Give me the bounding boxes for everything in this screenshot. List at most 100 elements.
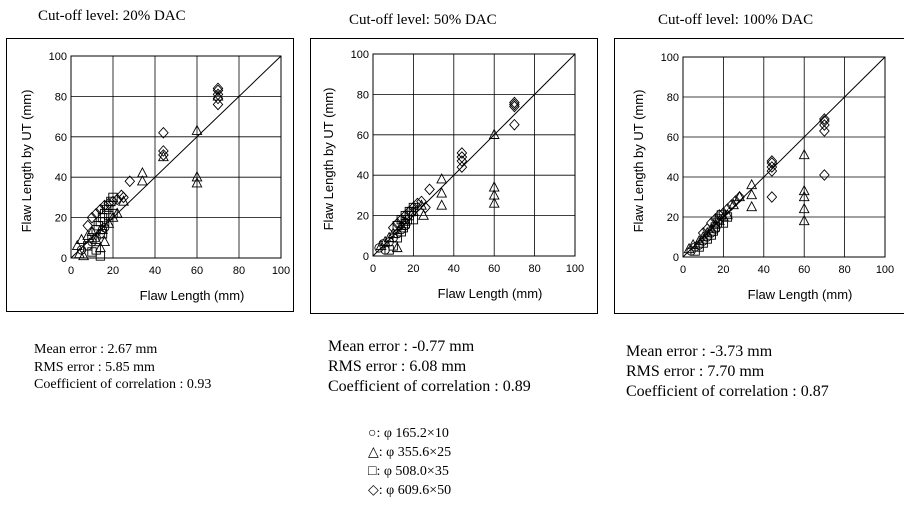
chart-2-y-tick-label: 20 bbox=[357, 211, 369, 223]
chart-1-point-diamond bbox=[99, 199, 110, 212]
chart-1-point-diamond bbox=[158, 126, 169, 139]
chart-3-point-diamond bbox=[722, 203, 733, 215]
chart-1-x-tick-label: 0 bbox=[68, 265, 74, 277]
chart-1-point-triangle bbox=[191, 171, 203, 182]
chart-1-rms-error: RMS error : 5.85 mm bbox=[34, 359, 155, 375]
chart-3-reference-line bbox=[682, 56, 886, 258]
chart-3-rms-error: RMS error : 7.70 mm bbox=[626, 363, 765, 380]
chart-2-point-diamond bbox=[424, 183, 435, 196]
chart-2-point-diamond bbox=[456, 155, 468, 167]
legend-item-triangle: △: φ 355.6×25 bbox=[368, 445, 452, 460]
chart-2-point-diamond bbox=[509, 98, 520, 111]
chart-2-y-tick-label: 40 bbox=[357, 170, 369, 182]
chart-2-point-diamond bbox=[456, 147, 468, 159]
chart-2-point-triangle bbox=[391, 241, 403, 253]
chart-2-x-axis-label: Flaw Length (mm) bbox=[438, 286, 543, 301]
chart-3-point-triangle bbox=[798, 202, 810, 214]
chart-2-y-tick-label: 80 bbox=[357, 89, 369, 101]
chart-1-point-diamond bbox=[212, 92, 224, 105]
chart-2-point-diamond bbox=[391, 217, 403, 230]
chart-1-point-triangle bbox=[90, 233, 102, 244]
chart-2-point-triangle bbox=[418, 209, 429, 220]
chart-2-point-diamond bbox=[456, 161, 468, 173]
legend-item-circle: ○: φ 165.2×10 bbox=[368, 426, 449, 441]
chart-2-series-diamond bbox=[387, 96, 520, 234]
chart-2-y-tick-label: 100 bbox=[351, 49, 369, 61]
chart-1-x-tick-label: 100 bbox=[272, 265, 290, 277]
chart-1-x-tick-label: 20 bbox=[107, 265, 119, 277]
chart-3-point-diamond bbox=[697, 227, 709, 239]
chart-1-series-diamond bbox=[82, 82, 224, 232]
chart-3-y-axis-label: Flaw Length by UT (mm) bbox=[631, 90, 646, 233]
chart-1-point-triangle bbox=[71, 239, 83, 251]
chart-3-point-triangle bbox=[798, 190, 810, 202]
chart-3-x-axis-label: Flaw Length (mm) bbox=[748, 287, 853, 302]
chart-3-frame: 0 20 40 60 80 100 0 20 40 60 80 100 Flaw Length (mm)… bbox=[614, 38, 904, 314]
chart-3-point-triangle bbox=[746, 200, 758, 212]
chart-2-point-diamond bbox=[509, 118, 520, 131]
legend-item-diamond: ◇: φ 609.6×50 bbox=[368, 483, 452, 498]
chart-3-y-tick-label: 0 bbox=[673, 252, 679, 264]
chart-1-point-diamond bbox=[212, 98, 224, 111]
chart-3-x-tick-label: 100 bbox=[876, 264, 894, 276]
chart-1-frame: 0 20 40 60 80 100 0 20 40 60 80 100 Flaw Length (mm)… bbox=[6, 38, 294, 312]
chart-1-point-diamond bbox=[212, 84, 224, 97]
chart-3-axes-box bbox=[682, 56, 886, 258]
chart-2-point-diamond bbox=[404, 205, 415, 218]
chart-legend: ○: φ 165.2×10 △: φ 355.6×25 □: φ 508.0×3… bbox=[368, 424, 451, 500]
chart-2-y-axis-label: Flaw Length by UT (mm) bbox=[321, 88, 336, 231]
chart-2-point-diamond bbox=[416, 195, 427, 208]
chart-1-point-diamond bbox=[111, 193, 123, 206]
chart-3-point-diamond bbox=[766, 161, 778, 173]
chart-2-x-tick-label: 0 bbox=[370, 263, 376, 275]
chart-1-point-triangle bbox=[136, 175, 148, 186]
chart-1-point-square bbox=[93, 221, 103, 231]
chart-1-point-diamond bbox=[107, 195, 119, 208]
chart-2-point-diamond bbox=[412, 197, 423, 210]
chart-1-point-diamond bbox=[118, 191, 129, 204]
chart-3-point-diamond bbox=[766, 157, 778, 169]
chart-1-y-tick-label: 40 bbox=[55, 172, 67, 184]
chart-1-point-triangle bbox=[191, 177, 203, 188]
chart-1-axes-box bbox=[70, 55, 282, 259]
chart-2-correlation: Coefficient of correlation : 0.89 bbox=[328, 378, 531, 395]
chart-2-x-tick-label: 20 bbox=[407, 263, 419, 275]
chart-1-point-triangle bbox=[86, 225, 98, 236]
chart-3-x-tick-label: 60 bbox=[798, 264, 810, 276]
chart-1-point-triangle bbox=[136, 166, 148, 178]
chart-3-point-diamond bbox=[718, 207, 729, 219]
chart-2-point-triangle bbox=[436, 173, 448, 184]
chart-3-point-diamond bbox=[819, 169, 830, 181]
chart-2-point-triangle bbox=[488, 128, 500, 139]
chart-3-point-diamond bbox=[766, 191, 778, 203]
chart-1-y-tick-label: 100 bbox=[49, 51, 67, 63]
chart-1-x-tick-label: 60 bbox=[191, 265, 203, 277]
chart-2-point-triangle bbox=[436, 199, 448, 210]
chart-1-point-diamond bbox=[95, 203, 106, 216]
chart-2-mean-error: Mean error : -0.77 mm bbox=[328, 338, 475, 355]
chart-3-y-tick-label: 40 bbox=[667, 172, 679, 184]
chart-1-point-triangle bbox=[99, 235, 111, 246]
chart-2-point-triangle bbox=[436, 187, 448, 198]
chart-2-point-diamond bbox=[395, 213, 407, 226]
chart-2-axes-box bbox=[372, 53, 576, 257]
chart-1-point-diamond bbox=[158, 145, 169, 157]
chart-1-stats: Mean error : 2.67 mm RMS error : 5.85 mm… bbox=[34, 341, 211, 394]
chart-3-y-tick-label: 100 bbox=[661, 52, 679, 64]
legend-item-square: □: φ 508.0×35 bbox=[368, 464, 449, 479]
chart-2-x-tick-label: 80 bbox=[528, 263, 540, 275]
chart-3-x-tick-label: 20 bbox=[717, 264, 729, 276]
chart-1-point-square bbox=[108, 208, 118, 219]
chart-3-x-tick-label: 40 bbox=[758, 264, 770, 276]
chart-2-point-diamond bbox=[420, 201, 431, 214]
chart-3-point-diamond bbox=[819, 115, 830, 127]
chart-3-point-diamond bbox=[766, 165, 778, 177]
chart-2-x-tick-label: 60 bbox=[488, 263, 500, 275]
chart-3-point-diamond bbox=[714, 209, 725, 221]
chart-1-point-triangle bbox=[191, 124, 203, 135]
chart-1-point-triangle bbox=[78, 249, 90, 261]
chart-1-x-tick-label: 80 bbox=[233, 265, 245, 277]
chart-2-y-tick-label: 60 bbox=[357, 130, 369, 142]
chart-3-x-tick-label: 80 bbox=[838, 264, 850, 276]
chart-3-point-diamond bbox=[710, 213, 721, 225]
